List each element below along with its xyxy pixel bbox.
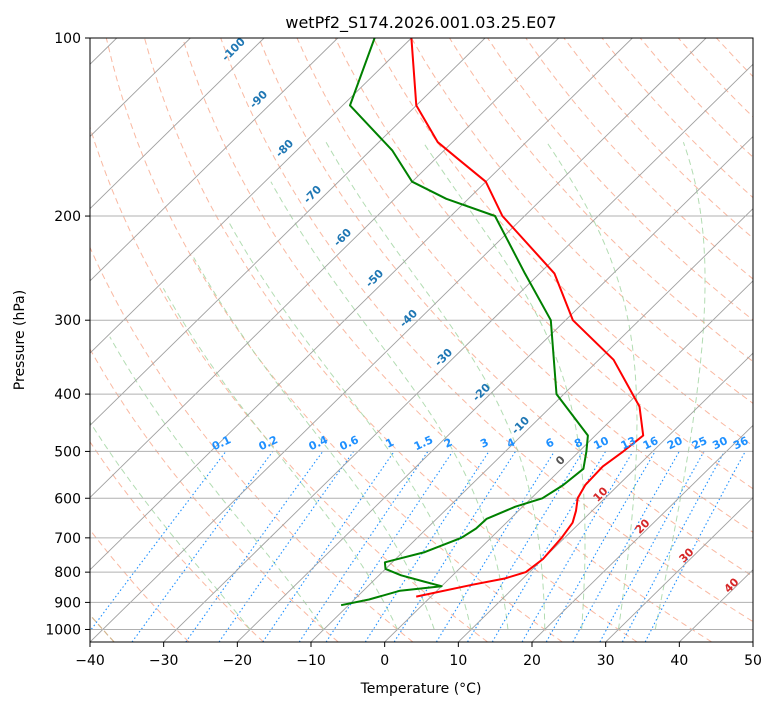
moist-adiabat [270, 181, 509, 630]
dry-adiabat [410, 38, 753, 404]
y-tick-label: 500 [54, 444, 81, 460]
mixing-ratio-label: 20 [665, 434, 685, 452]
dry-adiabat [334, 38, 753, 490]
dry-adiabat [220, 38, 753, 623]
dry-adiabat [90, 348, 339, 642]
isotherm-line [310, 208, 753, 642]
mixing-ratio-line [393, 451, 516, 642]
dry-adiabat-lines [90, 38, 753, 642]
isotherm-line [90, 38, 412, 354]
mixing-ratio-line [262, 451, 395, 642]
dry-adiabat [90, 441, 264, 642]
moist-adiabat [90, 421, 251, 630]
dry-adiabat [258, 38, 753, 578]
mixing-ratio-line [298, 451, 429, 642]
isotherm-line [90, 38, 707, 642]
temperature-profile [410, 38, 645, 598]
x-tick-label: 40 [670, 653, 688, 669]
x-tick-label: 50 [744, 653, 762, 669]
isotherm-line [605, 496, 753, 642]
x-axis-label: Temperature (°C) [360, 681, 482, 697]
mixing-ratio-line [185, 451, 324, 642]
chart-title: wetPf2_S174.2026.001.03.25.E07 [285, 13, 556, 33]
y-tick-label: 800 [54, 565, 81, 581]
mixing-ratio-label: 36 [731, 434, 751, 452]
isotherm-line [531, 424, 753, 642]
moist-adiabat [325, 141, 546, 630]
mixing-ratio-label: 30 [710, 434, 730, 452]
x-tick-label: −10 [296, 653, 326, 669]
dry-adiabat [296, 38, 753, 533]
y-tick-label: 700 [54, 531, 81, 547]
moist-adiabat [546, 141, 638, 630]
profile-series [340, 38, 645, 607]
isotherm-line [163, 63, 753, 642]
isotherm-line [384, 280, 753, 642]
moist-adiabat [193, 257, 435, 630]
mixing-ratio-line [90, 451, 227, 632]
dry-adiabat [487, 38, 753, 321]
mixing-ratio-label: 25 [690, 434, 709, 452]
dry-adiabat [105, 38, 563, 642]
x-tick-label: 30 [597, 653, 615, 669]
mixing-ratio-line [131, 451, 274, 642]
isotherm-line [90, 38, 265, 210]
dewpoint-profile [340, 38, 589, 607]
mixing-ratio-line [572, 451, 680, 642]
axis-ticks: −40 −30 −20 −10 0 10 20 30 40 50 1000 900 800 700 600 5… [45, 31, 762, 669]
x-tick-label: −20 [223, 653, 253, 669]
y-axis-label: Pressure (hPa) [12, 290, 28, 390]
mixing-ratio-line [621, 451, 725, 642]
mixing-ratio-line [545, 451, 656, 642]
x-tick-label: −40 [75, 653, 105, 669]
mixing-ratio-label: 13 [619, 434, 638, 452]
x-tick-label: 0 [380, 653, 389, 669]
x-tick-label: −30 [149, 653, 179, 669]
moist-adiabat [109, 336, 325, 630]
y-tick-label: 1000 [45, 622, 81, 638]
moist-adiabat [654, 142, 706, 630]
isotherm-line [237, 135, 753, 642]
y-tick-label: 300 [54, 313, 81, 329]
isotherm-line [90, 38, 633, 571]
dry-adiabat [144, 38, 638, 642]
y-tick-label: 100 [54, 31, 81, 47]
x-tick-label: 20 [523, 653, 541, 669]
isotherm-line [90, 38, 339, 282]
mixing-ratio-label: 10 [591, 434, 611, 452]
x-tick-label: 10 [449, 653, 467, 669]
mixing-ratio-line [435, 451, 555, 642]
isotherm-lines [90, 38, 753, 642]
dry-adiabat [372, 38, 753, 447]
mixing-ratio-label: 16 [641, 434, 661, 452]
dry-adiabat [90, 125, 488, 642]
mixing-ratio-line [599, 451, 705, 642]
isotherm-line [90, 38, 560, 499]
dry-adiabat [182, 38, 712, 642]
isobar-lines [90, 215, 753, 630]
y-tick-label: 400 [54, 387, 81, 403]
mixing-ratio-line [325, 451, 454, 642]
mixing-ratio-line [364, 451, 490, 642]
y-tick-label: 900 [54, 595, 81, 611]
y-tick-label: 600 [54, 491, 81, 507]
mixing-ratio-line [218, 451, 355, 642]
plot-frame [89, 37, 754, 643]
isotherm-line [458, 352, 753, 642]
dry-adiabat [449, 38, 753, 363]
y-tick-label: 200 [54, 209, 81, 225]
mixing-ratio-lines [90, 451, 746, 642]
